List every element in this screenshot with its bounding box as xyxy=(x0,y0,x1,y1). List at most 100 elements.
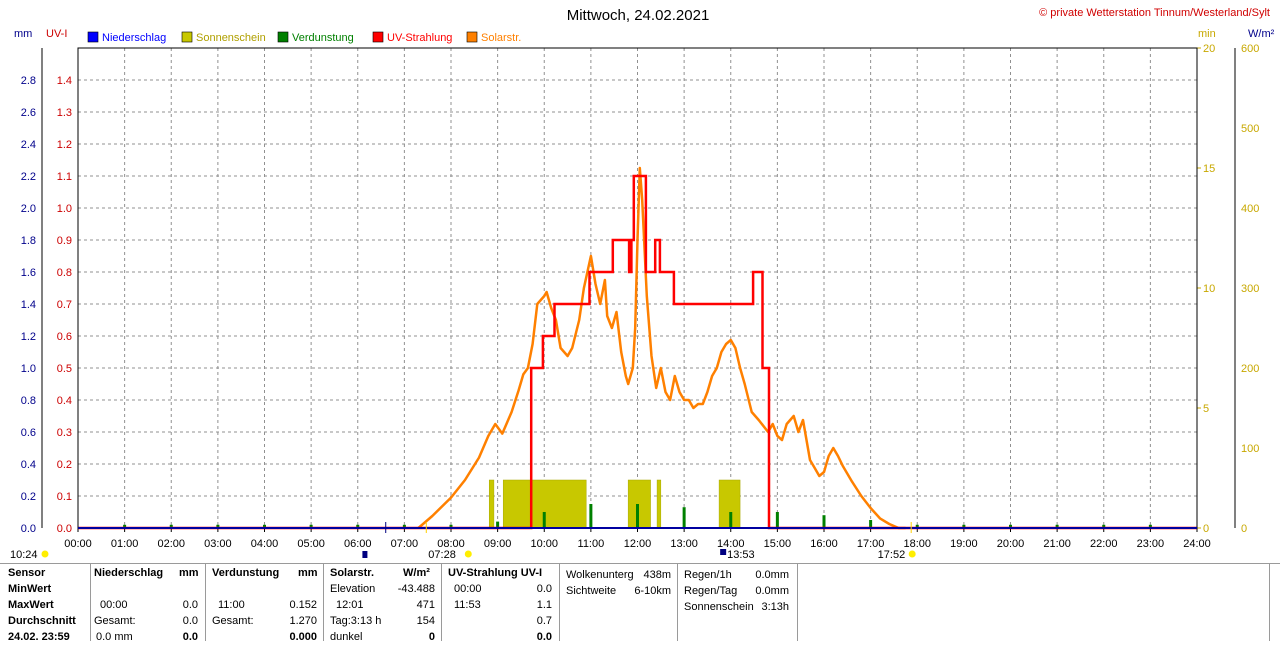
x-tick-label: 22:00 xyxy=(1090,538,1118,550)
sunshine-label: Sonnenschein xyxy=(684,601,754,613)
uvi-tick-label: 0.0 xyxy=(57,523,72,535)
weather-chart: Mittwoch, 24.02.2021 © private Wettersta… xyxy=(10,7,1275,561)
uvi-tick-label: 0.1 xyxy=(57,491,72,503)
x-tick-label: 18:00 xyxy=(903,538,931,550)
uvi-tick-label: 1.0 xyxy=(57,203,72,215)
minwert-label: MinWert xyxy=(8,583,52,595)
niederschlag-total-val: 0.0 xyxy=(182,615,198,627)
rain-column: Regen/1h 0.0mm Regen/Tag 0.0mm Sonnensch… xyxy=(677,563,797,641)
mm-tick-label: 0.4 xyxy=(21,459,36,471)
min-tick-label: 5 xyxy=(1203,403,1209,415)
evaporation-bar xyxy=(356,524,360,528)
evaporation-bar xyxy=(1102,524,1106,528)
uvi-tick-label: 0.6 xyxy=(57,331,72,343)
uvi-tick-label: 0.8 xyxy=(57,267,72,279)
niederschlag-max-time: 00:00 xyxy=(100,599,128,611)
evaporation-bar xyxy=(496,521,500,528)
min-tick-label: 0 xyxy=(1203,523,1209,535)
solar-day-val: 154 xyxy=(416,615,435,627)
solar-series xyxy=(417,166,906,530)
rain-day-val: 0.0mm xyxy=(755,585,789,597)
legend-label: Verdunstung xyxy=(292,32,354,44)
solar-dark-label: dunkel xyxy=(330,631,363,643)
maxwert-label: MaxWert xyxy=(8,599,54,611)
uvi-tick-label: 1.2 xyxy=(57,139,72,151)
cloud-base-label: Wolkenunterg xyxy=(566,569,634,581)
visibility-val: 6-10km xyxy=(634,585,671,597)
verdunstung-total-val: 1.270 xyxy=(289,615,317,627)
uvi-tick-label: 0.7 xyxy=(57,299,72,311)
uvi-tick-label: 0.2 xyxy=(57,459,72,471)
evaporation-bar xyxy=(1055,524,1059,528)
legend-label: Sonnenschein xyxy=(196,32,266,44)
x-tick-label: 10:00 xyxy=(530,538,558,550)
evaporation-bar xyxy=(542,512,546,528)
time-markers: 10:24 07:28 13:53 17:52 xyxy=(10,522,916,561)
niederschlag-max-val: 0.0 xyxy=(182,599,198,611)
sunshine-bar xyxy=(627,479,651,529)
verdunstung-max-val: 0.152 xyxy=(289,599,317,611)
x-axis: 00:00 01:00 02:00 03:00 04:00 05:00 06:00 07:00… xyxy=(64,528,1211,550)
rain-1h-val: 0.0mm xyxy=(755,569,789,581)
legend-swatch xyxy=(466,31,478,43)
evaporation-bar xyxy=(869,520,873,528)
solar-header: Solarstr. xyxy=(330,567,375,579)
x-tick-label: 06:00 xyxy=(344,538,372,550)
sensor-column: Sensor MinWert MaxWert Durchschnitt 24.0… xyxy=(0,563,90,643)
verdunstung-last-bold: 0.000 xyxy=(289,631,317,643)
sunset-icon xyxy=(908,550,916,558)
moonset-icon xyxy=(362,551,368,558)
min-tick-label: 20 xyxy=(1203,43,1215,55)
legend-label: UV-Strahlung xyxy=(387,32,452,44)
uv-min-time: 00:00 xyxy=(454,583,482,595)
mm-tick-label: 2.6 xyxy=(21,107,36,119)
solar-dark-val: 0 xyxy=(428,631,435,643)
x-tick-label: 12:00 xyxy=(624,538,652,550)
copyright-label: © private Wetterstation Tinnum/Westerlan… xyxy=(1039,7,1270,19)
sensor-label: Sensor xyxy=(8,567,46,579)
solar-max-time: 12:01 xyxy=(336,599,364,611)
durchschnitt-label: Durchschnitt xyxy=(8,615,76,627)
sunshine-val: 3:13h xyxy=(761,601,789,613)
evaporation-bar xyxy=(729,512,733,528)
time-marker-label: 13:53 xyxy=(727,549,755,561)
x-tick-label: 02:00 xyxy=(157,538,185,550)
cloud-base-val: 438m xyxy=(643,569,671,581)
x-tick-label: 07:00 xyxy=(391,538,419,550)
legend-swatch xyxy=(372,31,384,43)
evaporation-bar xyxy=(263,524,266,528)
time-marker-label: 07:28 xyxy=(428,549,456,561)
solar-column: Solarstr. W/m² Elevation -43.488 12:01 4… xyxy=(323,563,441,643)
rain-day-label: Regen/Tag xyxy=(684,585,738,597)
mm-tick-label: 1.2 xyxy=(21,331,36,343)
min-tick-label: 10 xyxy=(1203,283,1215,295)
wm2-tick-label: 100 xyxy=(1241,443,1259,455)
legend-swatch xyxy=(87,31,99,43)
sunshine-bar xyxy=(656,479,662,529)
visibility-label: Sichtweite xyxy=(566,585,617,597)
verdunstung-unit: mm xyxy=(298,567,318,579)
niederschlag-last-val: 0.0 mm xyxy=(96,631,133,643)
evaporation-bar xyxy=(589,504,593,528)
chart-title: Mittwoch, 24.02.2021 xyxy=(567,7,710,24)
uvi-tick-label: 0.5 xyxy=(57,363,72,375)
niederschlag-header: Niederschlag xyxy=(94,567,164,579)
left-axes: 0.0 0.2 0.4 0.6 0.8 1.0 1.2 1.4 1.6 1.8 2.0 2.2 2.4 2… xyxy=(21,48,72,535)
chart-grid xyxy=(78,48,1197,528)
x-tick-label: 01:00 xyxy=(111,538,139,550)
x-tick-label: 09:00 xyxy=(484,538,512,550)
sunrise-icon xyxy=(464,550,472,558)
evaporation-bar xyxy=(449,524,453,528)
evaporation-series xyxy=(123,504,1152,528)
x-tick-label: 15:00 xyxy=(764,538,792,550)
evaporation-bar xyxy=(216,524,220,528)
last-time-label: 24.02. 23:59 xyxy=(8,631,70,643)
unit-wm2: W/m² xyxy=(1248,28,1275,40)
x-tick-label: 23:00 xyxy=(1137,538,1165,550)
evaporation-bar xyxy=(402,524,406,528)
unit-min: min xyxy=(1198,28,1216,40)
min-tick-label: 15 xyxy=(1203,163,1215,175)
solar-line xyxy=(417,166,906,530)
uv-max-val: 1.1 xyxy=(536,599,552,611)
